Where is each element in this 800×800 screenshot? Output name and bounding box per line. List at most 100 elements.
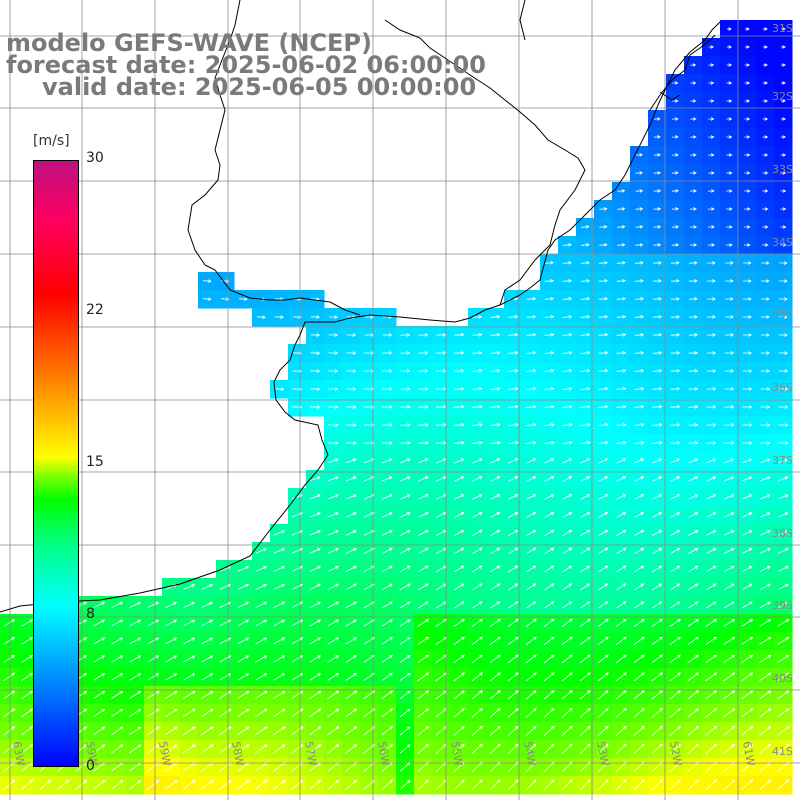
wind-arrow <box>508 583 519 591</box>
wind-arrow <box>544 279 555 283</box>
wind-arrow <box>669 654 681 664</box>
wind-arrow <box>417 708 430 718</box>
wind-arrow <box>598 601 609 609</box>
wind-arrow <box>129 655 142 663</box>
wind-arrow <box>489 654 501 664</box>
wind-arrow <box>3 708 16 718</box>
wind-arrow <box>780 63 786 67</box>
wind-arrow <box>111 673 124 681</box>
wind-arrow <box>635 153 644 157</box>
wind-arrow <box>634 333 645 337</box>
wind-arrow <box>562 423 573 427</box>
wind-arrow <box>236 708 250 718</box>
wind-arrow <box>669 743 681 755</box>
wind-arrow <box>417 494 429 500</box>
wind-arrow <box>780 81 786 85</box>
wind-arrow <box>744 81 751 85</box>
wind-arrow <box>724 458 735 464</box>
wind-arrow <box>327 530 339 536</box>
wind-arrow <box>399 779 411 790</box>
wind-arrow <box>201 584 214 590</box>
longitude-label: 59W <box>83 740 100 767</box>
wind-arrow <box>471 583 483 591</box>
wind-arrow <box>111 655 124 663</box>
wind-arrow <box>724 441 735 445</box>
wind-arrow <box>381 655 393 663</box>
wind-arrow <box>634 423 645 427</box>
wind-arrow <box>687 779 699 791</box>
wind-arrow <box>310 369 321 373</box>
wind-arrow <box>726 153 733 157</box>
wind-arrow <box>489 441 501 445</box>
wind-arrow <box>218 708 232 718</box>
wind-arrow <box>219 655 232 663</box>
wind-arrow <box>690 63 697 67</box>
wind-arrow <box>778 369 789 373</box>
wind-arrow <box>634 494 645 500</box>
wind-arrow <box>726 117 733 121</box>
wind-arrow <box>3 743 16 754</box>
wind-arrow <box>760 512 771 518</box>
wind-arrow <box>580 512 591 518</box>
wind-arrow <box>182 744 196 754</box>
wind-arrow <box>183 619 196 627</box>
wind-arrow <box>742 476 753 482</box>
wind-arrow <box>706 369 717 373</box>
wind-arrow <box>759 530 771 536</box>
wind-arrow <box>635 189 644 193</box>
wind-arrow <box>21 655 34 663</box>
wind-arrow <box>472 351 483 355</box>
wind-arrow <box>399 458 411 464</box>
wind-arrow <box>453 708 465 718</box>
wind-arrow <box>654 117 661 121</box>
wind-arrow <box>778 333 788 337</box>
wind-arrow <box>418 369 429 373</box>
wind-arrow <box>21 672 34 682</box>
wind-arrow <box>399 672 411 681</box>
wind-arrow <box>706 405 717 409</box>
wind-arrow <box>689 225 698 229</box>
wind-arrow <box>3 654 16 663</box>
wind-arrow <box>327 548 339 554</box>
wind-arrow <box>670 423 681 427</box>
wind-arrow <box>579 672 591 682</box>
wind-arrow <box>562 476 573 482</box>
colorbar-tick-30: 30 <box>86 150 104 166</box>
wind-arrow <box>706 387 717 391</box>
wind-arrow <box>760 458 771 464</box>
wind-arrow <box>147 637 160 645</box>
wind-arrow <box>579 725 591 736</box>
wind-arrow <box>744 225 751 229</box>
wind-arrow <box>653 207 662 211</box>
wind-arrow <box>778 494 789 500</box>
wind-arrow <box>598 565 609 573</box>
wind-arrow <box>507 743 519 755</box>
wind-arrow <box>759 708 772 718</box>
wind-arrow <box>382 405 393 409</box>
wind-arrow <box>616 494 627 500</box>
wind-arrow <box>690 135 697 139</box>
longitude-label: 61W <box>740 740 757 767</box>
wind-arrow <box>598 547 609 555</box>
wind-arrow <box>525 690 537 700</box>
wind-arrow <box>616 601 627 609</box>
wind-arrow <box>759 548 771 554</box>
wind-arrow <box>273 548 285 554</box>
wind-arrow <box>688 351 699 355</box>
wind-arrow <box>21 619 34 627</box>
wind-arrow <box>724 476 735 482</box>
wind-arrow <box>616 441 627 445</box>
wind-arrow <box>669 779 681 791</box>
wind-arrow <box>255 619 268 627</box>
wind-arrow <box>346 333 357 337</box>
wind-arrow <box>705 654 718 664</box>
wind-arrow <box>345 601 358 609</box>
wind-arrow <box>724 297 734 301</box>
wind-arrow <box>780 45 786 49</box>
wind-arrow <box>762 99 769 103</box>
wind-arrow <box>616 565 627 573</box>
wind-arrow <box>21 779 34 791</box>
wind-arrow <box>706 476 717 482</box>
wind-arrow <box>382 333 393 337</box>
wind-arrow <box>652 279 662 283</box>
